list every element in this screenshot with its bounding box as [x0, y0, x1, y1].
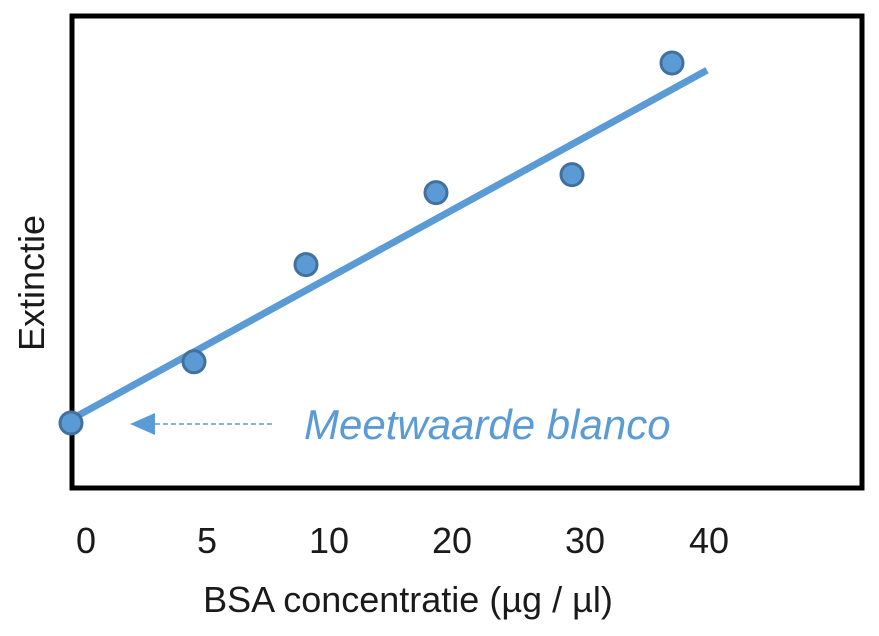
x-tick-label: 30 — [565, 520, 605, 561]
plot-frame — [69, 13, 865, 491]
data-point — [559, 162, 585, 188]
data-point — [659, 50, 685, 76]
data-point — [58, 410, 84, 436]
data-point — [293, 252, 319, 278]
y-axis-label: Extinctie — [11, 215, 52, 351]
data-points — [58, 50, 685, 436]
x-tick-labels: 0 5 10 20 30 40 — [76, 520, 729, 561]
annotation-label: Meetwaarde blanco — [304, 401, 671, 448]
data-point — [181, 349, 207, 375]
annotation-arrow-head — [130, 413, 155, 435]
x-tick-label: 5 — [197, 520, 217, 561]
x-axis-label: BSA concentratie (µg / µl) — [203, 579, 613, 620]
x-tick-label: 10 — [309, 520, 349, 561]
x-tick-label: 20 — [432, 520, 472, 561]
x-tick-label: 0 — [76, 520, 96, 561]
blank-annotation: Meetwaarde blanco — [130, 401, 671, 448]
x-tick-label: 40 — [689, 520, 729, 561]
data-point — [423, 180, 449, 206]
trend-line — [69, 67, 709, 423]
